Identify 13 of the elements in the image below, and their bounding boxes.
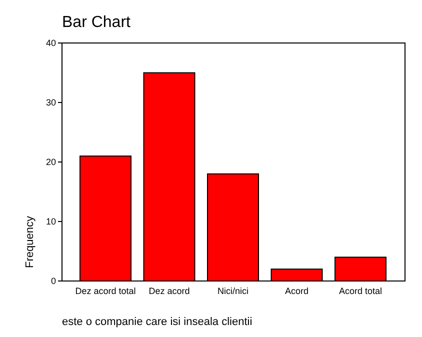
x-tick-label: Dez acord total: [75, 286, 136, 296]
y-tick-label: 0: [50, 276, 56, 286]
y-tick-label: 20: [46, 157, 56, 168]
x-tick-label: Nici/nici: [217, 286, 249, 296]
y-axis-title: Frequency: [24, 216, 36, 268]
x-tick-label: Dez acord: [148, 286, 190, 296]
y-tick-label: 10: [46, 216, 56, 227]
y-tick-label: 30: [46, 98, 56, 108]
x-axis-title: este o companie care isi inseala clientii: [62, 316, 252, 328]
x-tick-label: Acord: [284, 286, 309, 296]
chart-title: Bar Chart: [62, 14, 132, 31]
y-tick-label: 40: [46, 38, 56, 48]
x-tick-label: Acord total: [338, 286, 382, 296]
